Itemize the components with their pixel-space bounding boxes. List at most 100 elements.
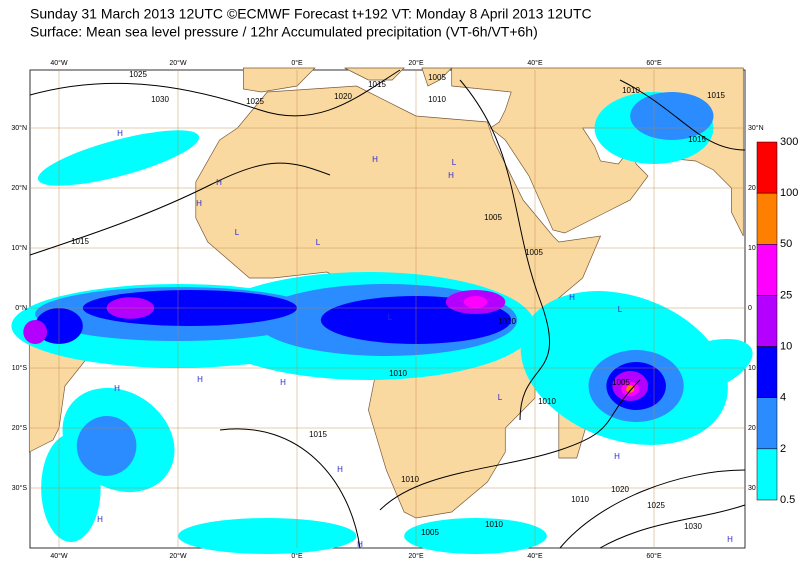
colorbar-label: 0.5: [780, 494, 795, 506]
latitude-label: 20°S: [12, 424, 28, 432]
isobar-label: 1030: [684, 522, 702, 531]
isobar-label: 1020: [611, 485, 629, 494]
isobar-label: 1005: [428, 73, 446, 82]
longitude-label: 20°E: [408, 552, 424, 560]
pressure-centre: H: [614, 452, 620, 461]
isobar-label: 1010: [485, 520, 503, 529]
precip-area: [23, 320, 48, 344]
isobar: [29, 162, 331, 256]
colorbar-segment: [756, 192, 778, 245]
latitude-label: 10°S: [12, 364, 28, 372]
isobar: [29, 69, 401, 117]
latitude-label: 10: [748, 245, 756, 252]
isobar-label: 1025: [647, 501, 665, 510]
isobar-label: 1010: [401, 475, 419, 484]
colorbar: 300 100 50 25 10 4 2 0.5: [756, 136, 798, 506]
precip-area: [404, 518, 547, 554]
longitude-label: 60°E: [646, 59, 662, 67]
isobar-label: 1015: [309, 430, 327, 439]
precipitation: [11, 92, 753, 554]
colorbar-label: 300: [780, 136, 798, 148]
pressure-centre: L: [452, 158, 457, 167]
precip-area: [463, 296, 488, 308]
precip-area: [626, 385, 635, 393]
isobar-label: 1005: [421, 528, 439, 537]
longitude-label: 20°W: [169, 59, 187, 67]
isobar-label: 1030: [151, 95, 169, 104]
precip-area: [178, 518, 357, 554]
longitude-label: 40°W: [50, 552, 68, 560]
colorbar-label: 2: [780, 443, 786, 455]
landmass: [421, 67, 453, 87]
pressure-centre: H: [97, 515, 103, 524]
pressure-centre: H: [196, 199, 202, 208]
colorbar-label: 100: [780, 187, 798, 199]
longitude-label: 20°E: [408, 59, 424, 67]
isobar: [459, 79, 550, 421]
isobar-label: 1020: [334, 92, 352, 101]
pressure-centre: L: [316, 238, 321, 247]
latitude-label: 0: [748, 305, 752, 312]
pressure-centre: L: [235, 228, 240, 237]
isobar: [619, 79, 746, 151]
pressure-centre: H: [337, 465, 343, 474]
pressure-centre: H: [117, 129, 123, 138]
pressure-centre: H: [448, 171, 454, 180]
longitude-label: 40°W: [50, 59, 68, 67]
latitude-label: 20: [748, 425, 756, 432]
pressure-centre: L: [618, 305, 623, 314]
isobars: [29, 69, 746, 549]
labels: 40°W 40°W 20°W 20°W 0°E 0°E 20°E 20°E 40°E 40°E 60…: [11, 59, 763, 560]
colorbar-label: 10: [780, 340, 792, 352]
title: Sunday 31 March 2013 12UTC ©ECMWF Foreca…: [30, 6, 592, 22]
colorbar-label: 25: [780, 289, 792, 301]
pressure-centre: H: [372, 155, 378, 164]
isobar-label: 1010: [571, 495, 589, 504]
latitude-label: 20°N: [11, 184, 27, 192]
isobar-label: 1005: [484, 213, 502, 222]
pressure-centre: H: [197, 375, 203, 384]
isobar-label: 1010: [622, 86, 640, 95]
pressure-centre: H: [727, 535, 733, 544]
latitude-label: 30°N: [11, 124, 27, 132]
isobar: [379, 379, 641, 511]
pressure-centre: H: [114, 384, 120, 393]
precip-area: [76, 416, 137, 476]
pressure-centre: L: [388, 313, 393, 322]
colorbar-segment: [756, 141, 778, 194]
colorbar-label: 50: [780, 238, 792, 250]
isobar-label: 1025: [246, 97, 264, 106]
isobar-label: 1010: [538, 397, 556, 406]
latitude-label: 30: [748, 485, 756, 492]
longitude-label: 40°E: [527, 59, 543, 67]
isobar-label: 1015: [71, 237, 89, 246]
latitude-label: 10°N: [11, 244, 27, 252]
isobar-label: 1010: [498, 317, 516, 326]
isobar: [559, 469, 746, 549]
isobar-label: 1025: [129, 70, 147, 79]
pressure-centre: H: [280, 378, 286, 387]
pressure-centre: H: [357, 540, 363, 549]
colorbar-segment: [756, 346, 778, 398]
longitude-label: 0°E: [291, 59, 303, 67]
isobar-label: 1010: [428, 95, 446, 104]
isobar-label: 1015: [368, 80, 386, 89]
longitude-label: 60°E: [646, 552, 662, 560]
latitude-label: 30°N: [748, 124, 764, 132]
isobar: [599, 504, 746, 549]
isobar-label: 1010: [389, 369, 407, 378]
graticule: [30, 70, 745, 548]
latitude-label: 20: [748, 185, 756, 192]
pressure-centre: L: [498, 393, 503, 402]
longitude-label: 40°E: [527, 552, 543, 560]
pressure-centre: H: [216, 178, 222, 187]
latitude-label: 0°N: [15, 304, 27, 312]
pressure-centre: H: [569, 293, 575, 302]
precip-area: [630, 92, 714, 140]
colorbar-segment: [756, 244, 778, 296]
isobar-label: 1005: [525, 248, 543, 257]
longitude-label: 0°E: [291, 552, 303, 560]
colorbar-segment: [756, 295, 778, 347]
